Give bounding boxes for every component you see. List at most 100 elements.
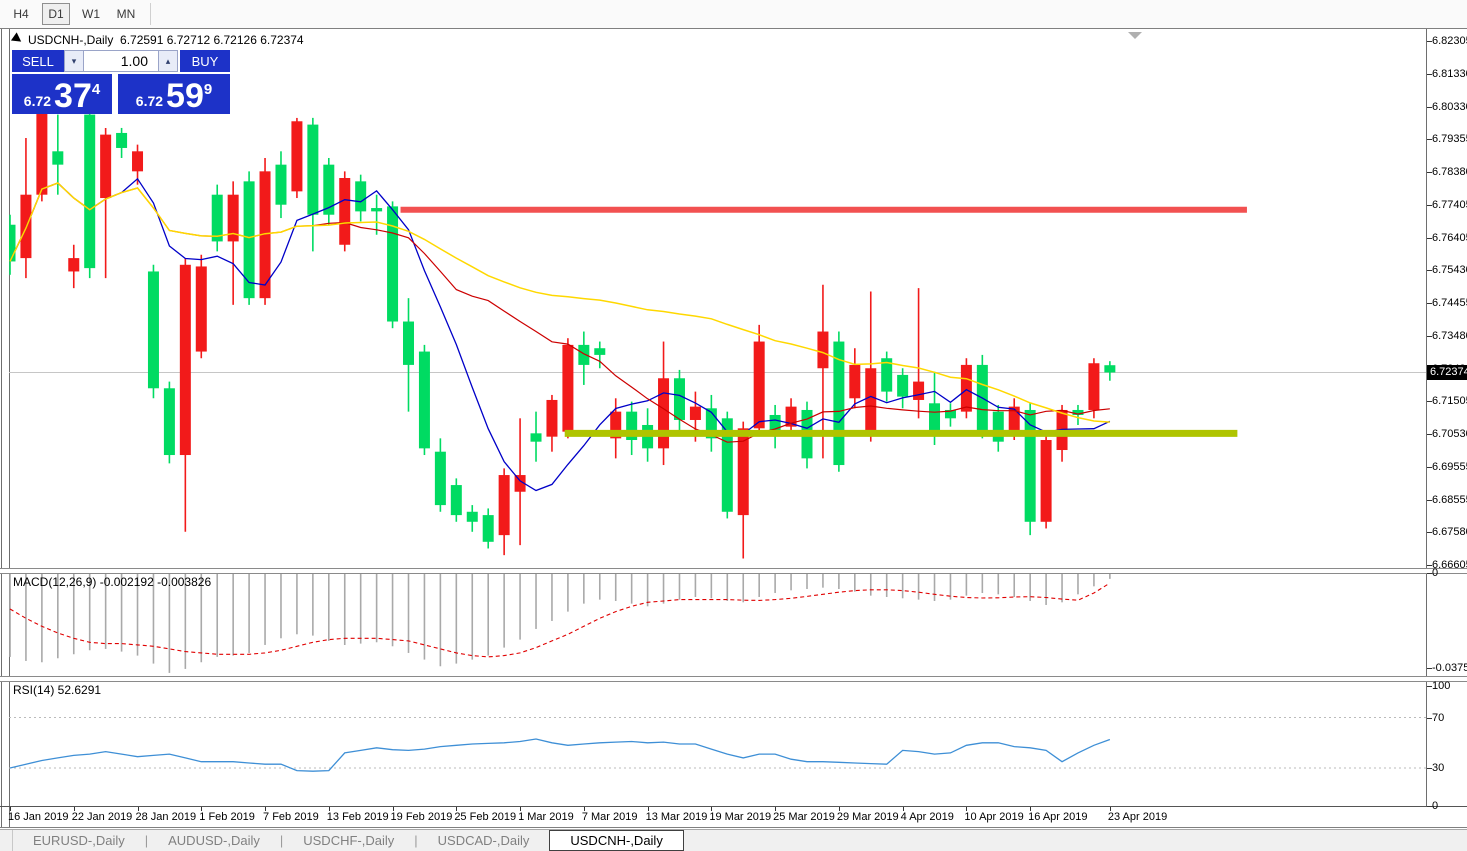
candle — [418, 344, 430, 456]
ma-mid-red — [9, 182, 1110, 443]
candle — [594, 341, 606, 369]
candle-body — [992, 411, 1004, 442]
candle — [753, 324, 765, 436]
sell-price-big-digits: 37 — [54, 77, 92, 115]
volume-decrease-button[interactable]: ▾ — [64, 50, 84, 72]
candle — [769, 404, 781, 449]
candle — [737, 421, 749, 559]
candle — [530, 411, 542, 462]
chart-symbol-label: USDCNH-,Daily — [28, 33, 114, 47]
candle-body — [291, 121, 303, 192]
candle-body — [482, 515, 494, 542]
candle-body — [546, 399, 558, 437]
volume-increase-button[interactable]: ▴ — [158, 50, 178, 72]
chart-title: USDCNH-,Daily 6.72591 6.72712 6.72126 6.… — [28, 33, 304, 47]
candle-body — [1008, 406, 1020, 436]
candle-body — [849, 364, 861, 399]
candle — [482, 508, 494, 549]
rsi-axis-label-tick — [1427, 685, 1432, 687]
candle-body — [865, 368, 877, 432]
pane-separator[interactable] — [0, 568, 1467, 574]
candle-body — [147, 271, 159, 389]
candle — [434, 438, 446, 512]
candle-body — [179, 264, 191, 456]
candle — [992, 404, 1004, 452]
date-axis-tick — [647, 807, 649, 811]
volume-input[interactable] — [84, 50, 158, 72]
date-axis-tick — [201, 807, 203, 811]
price-axis-label-tick — [1427, 237, 1432, 239]
candle — [833, 331, 845, 472]
timeframe-button-mn[interactable]: MN — [116, 7, 136, 21]
rsi-axis-label-tick — [1427, 717, 1432, 719]
sell-price-button[interactable]: 6.72 37 4 — [12, 74, 112, 114]
candle-body — [944, 409, 956, 419]
tab-divider: | — [279, 833, 284, 848]
macd-signal-line — [9, 582, 1111, 658]
rsi-axis-label: 0 — [1432, 799, 1439, 812]
candle — [211, 184, 223, 252]
rsi-axis-label-tick — [1427, 768, 1432, 770]
candle — [913, 288, 925, 419]
candle-body — [307, 124, 319, 215]
candle — [355, 174, 367, 222]
candle-body — [450, 485, 462, 516]
candle — [1104, 361, 1116, 381]
rsi-axis-label: 30 — [1432, 762, 1445, 775]
date-axis-tick — [392, 807, 394, 811]
chart-tab-usdcnh[interactable]: USDCNH-,Daily — [549, 830, 684, 851]
candle — [179, 258, 191, 532]
ohlc-low: 6.72126 — [213, 33, 257, 47]
tab-divider: | — [414, 833, 418, 848]
macd-axis-label: -0.037529 — [1432, 662, 1467, 674]
date-axis-tick — [775, 807, 777, 811]
candle — [323, 157, 335, 225]
date-axis-label: 16 Apr 2019 — [1028, 811, 1088, 823]
chart-tab-bar: EURUSD-,Daily | AUDUSD-,Daily | USDCHF-,Dail… — [0, 829, 1467, 851]
candle — [307, 117, 319, 252]
price-axis-label: 6.69555 — [1432, 460, 1467, 473]
candle-body — [227, 194, 239, 242]
chart-tab-audusd[interactable]: AUDUSD-,Daily — [168, 833, 260, 848]
candle-body — [626, 411, 638, 441]
candle-body — [610, 411, 622, 439]
timeframe-button-d1[interactable]: D1 — [42, 3, 70, 25]
candle-body — [769, 414, 781, 436]
price-axis-label-tick — [1427, 401, 1432, 403]
chart-tab-eurusd[interactable]: EURUSD-,Daily — [33, 833, 125, 848]
candle-body — [673, 378, 685, 420]
main-chart-pane[interactable] — [9, 30, 1427, 568]
candle-body — [689, 406, 701, 420]
candle-body — [466, 511, 478, 522]
chevron-up-icon: ▴ — [165, 55, 171, 66]
candle-body — [897, 374, 909, 397]
candle-body — [418, 351, 430, 449]
candle — [147, 264, 159, 399]
date-axis-label: 25 Mar 2019 — [773, 811, 835, 823]
buy-price-button[interactable]: 6.72 59 9 — [118, 74, 230, 114]
candle — [36, 101, 48, 202]
pane-separator[interactable] — [0, 676, 1467, 682]
chart-tab-usdcad[interactable]: USDCAD-,Daily — [437, 833, 530, 848]
price-axis-label: 6.66605 — [1432, 559, 1467, 571]
buy-button[interactable]: BUY — [180, 50, 230, 72]
macd-pane[interactable] — [9, 572, 1427, 676]
candle — [881, 351, 893, 402]
price-axis-label: 6.81330 — [1432, 67, 1467, 80]
timeframe-button-w1[interactable]: W1 — [82, 7, 100, 21]
candle-body — [960, 364, 972, 412]
candle-body — [833, 341, 845, 466]
timeframe-button-h4[interactable]: H4 — [13, 7, 29, 21]
date-axis-label: 13 Mar 2019 — [645, 811, 708, 823]
scroll-end-marker-icon — [1128, 32, 1142, 39]
candle-body — [243, 181, 255, 299]
price-axis-label-tick — [1427, 73, 1432, 75]
date-axis-label: 25 Feb 2019 — [454, 811, 517, 823]
candle — [578, 331, 590, 385]
chart-tab-usdchf[interactable]: USDCHF-,Daily — [303, 833, 395, 848]
candle-body — [721, 418, 733, 512]
candle-body — [259, 171, 271, 299]
rsi-axis-label-tick — [1427, 805, 1432, 807]
sell-button[interactable]: SELL — [12, 50, 64, 72]
rsi-pane[interactable] — [9, 680, 1427, 806]
